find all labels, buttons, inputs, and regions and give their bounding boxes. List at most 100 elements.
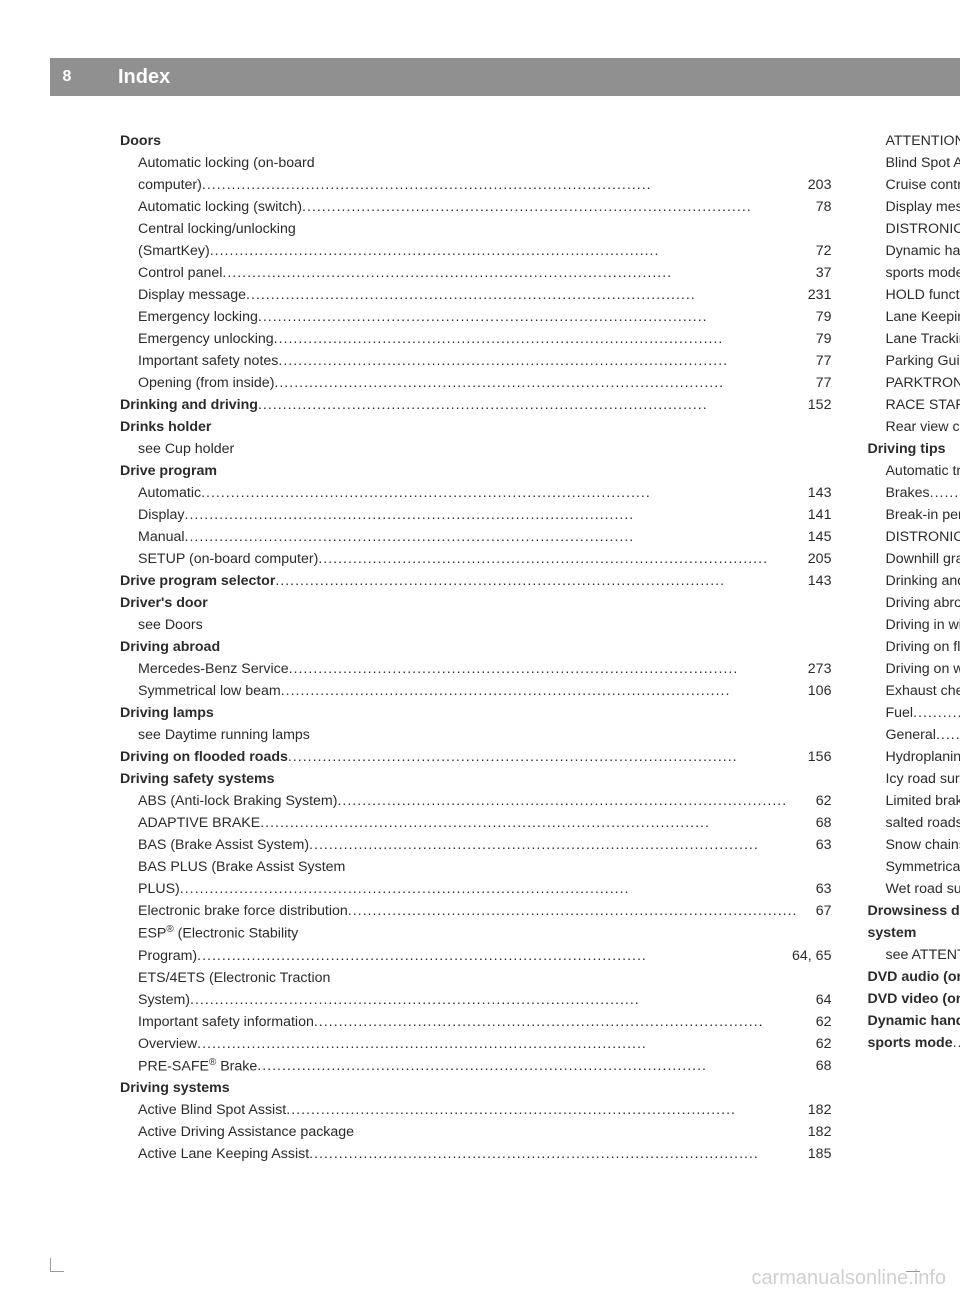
index-entry-label: Brakes xyxy=(885,482,929,504)
index-entry: DVD video (on-board computer)197 xyxy=(867,988,960,1010)
index-entry-label: Display message xyxy=(885,196,960,218)
index-entry-label: Break-in period xyxy=(885,504,960,526)
index-entry-page: 64 xyxy=(797,989,831,1011)
index-entry: BAS PLUS (Brake Assist System xyxy=(120,856,831,878)
index-entry: Blind Spot Assist178 xyxy=(867,152,960,174)
index-column-right: ATTENTION ASSIST177Blind Spot Assist178C… xyxy=(867,130,960,1165)
index-entry: Wet road surface155 xyxy=(867,878,960,900)
leader-dots xyxy=(913,702,960,724)
leader-dots xyxy=(260,812,797,834)
index-entry-page: 68 xyxy=(797,1055,831,1077)
index-entry-page: 78 xyxy=(797,196,831,218)
index-entry: see Doors xyxy=(120,614,831,636)
leader-dots xyxy=(274,372,797,394)
index-entry-page: 67 xyxy=(797,900,831,922)
index-entry: Overview62 xyxy=(120,1033,831,1055)
index-entry: Icy road surfaces157 xyxy=(867,768,960,790)
index-entry-label: Driving safety systems xyxy=(120,768,275,790)
index-entry: Dynamic handling package with xyxy=(867,240,960,262)
index-entry-continuation: Program)64, 65 xyxy=(120,945,831,967)
index-entry: Fuel152 xyxy=(867,702,960,724)
index-entry: Important safety notes 77 xyxy=(120,350,831,372)
index-entry: Parking Guidance174 xyxy=(867,350,960,372)
index-entry-label: Rear view camera xyxy=(885,416,960,438)
index-entry-label: Active Driving Assistance package xyxy=(138,1121,354,1143)
index-entry-page: 141 xyxy=(796,504,832,526)
index-entry-label: Automatic locking (switch) xyxy=(138,196,302,218)
index-entry-label: System) xyxy=(138,989,190,1011)
index-entry: Active Lane Keeping Assist185 xyxy=(120,1143,831,1165)
index-entry-label: Lane Tracking package xyxy=(885,328,960,350)
leader-dots xyxy=(222,262,797,284)
index-entry: Emergency locking79 xyxy=(120,306,831,328)
index-entry: see ATTENTION ASSIST xyxy=(867,944,960,966)
leader-dots xyxy=(348,900,798,922)
index-entry-label: SETUP (on-board computer) xyxy=(138,548,318,570)
leader-dots xyxy=(197,945,780,967)
index-entry: Driving on flooded roads156 xyxy=(120,746,831,768)
index-entry: Driving lamps xyxy=(120,702,831,724)
index-columns: DoorsAutomatic locking (on-boardcomputer… xyxy=(120,130,900,1165)
index-entry: Snow chains303 xyxy=(867,834,960,856)
index-entry-page: 106 xyxy=(796,680,832,702)
index-entry-page: 79 xyxy=(797,306,831,328)
leader-dots xyxy=(930,482,960,504)
index-entry-label: Driving systems xyxy=(120,1077,230,1099)
index-entry-page: 62 xyxy=(797,1011,831,1033)
index-entry-label: Driving on wet roads xyxy=(885,658,960,680)
index-entry: Doors xyxy=(120,130,831,152)
index-entry-label: ESP® (Electronic Stability xyxy=(138,922,298,945)
index-entry: Automatic143 xyxy=(120,482,831,504)
index-entry-label: Drive program selector xyxy=(120,570,275,592)
index-entry: Driving in winter157 xyxy=(867,614,960,636)
index-entry-continuation: System) 64 xyxy=(120,989,831,1011)
index-entry: Dynamic handling package with xyxy=(867,1010,960,1032)
leader-dots xyxy=(180,878,798,900)
index-entry: ADAPTIVE BRAKE68 xyxy=(120,812,831,834)
index-entry: Driving tips xyxy=(867,438,960,460)
page-number: 8 xyxy=(63,68,72,86)
leader-dots xyxy=(281,680,796,702)
index-entry-label: BAS (Brake Assist System) xyxy=(138,834,309,856)
index-entry-page: 79 xyxy=(797,328,831,350)
index-entry-label: Active Blind Spot Assist xyxy=(138,1099,286,1121)
index-entry: Display message231 xyxy=(120,284,831,306)
index-entry-label: Important safety information xyxy=(138,1011,314,1033)
index-entry: Hydroplaning156 xyxy=(867,746,960,768)
index-entry: Downhill gradient154 xyxy=(867,548,960,570)
index-entry-label: DISTRONIC PLUS xyxy=(885,218,960,240)
index-entry: see Daytime running lamps xyxy=(120,724,831,746)
index-entry: Control panel37 xyxy=(120,262,831,284)
index-entry-label: see Cup holder xyxy=(138,438,234,460)
index-entry-page: 62 xyxy=(797,790,831,812)
index-entry-page: 37 xyxy=(797,262,831,284)
index-entry-page: 68 xyxy=(797,812,831,834)
index-entry-page: 185 xyxy=(796,1143,832,1165)
leader-dots xyxy=(309,1143,796,1165)
index-entry-label: PARKTRONIC xyxy=(885,372,960,394)
index-entry-label: Dynamic handling package with xyxy=(885,240,960,262)
leader-dots xyxy=(190,989,797,1011)
index-entry-page: 77 xyxy=(797,350,831,372)
index-entry-continuation: salted roads155 xyxy=(867,812,960,834)
leader-dots xyxy=(210,240,798,262)
index-entry-label: Driving on flooded roads xyxy=(120,746,288,768)
leader-dots xyxy=(936,724,960,746)
index-entry: Automatic locking (on-board xyxy=(120,152,831,174)
leader-dots xyxy=(302,196,797,218)
index-entry: Rear view camera177 xyxy=(867,416,960,438)
index-entry: PARKTRONIC171 xyxy=(867,372,960,394)
index-column-left: DoorsAutomatic locking (on-boardcomputer… xyxy=(120,130,831,1165)
index-entry-label: Lane Keeping Assist xyxy=(885,306,960,328)
index-entry-label: Important safety notes xyxy=(138,350,278,372)
index-entry: PRE-SAFE® Brake68 xyxy=(120,1055,831,1078)
leader-dots xyxy=(953,1032,960,1054)
index-entry-page: 143 xyxy=(796,570,832,592)
page-number-tab: 8 xyxy=(50,58,84,96)
index-entry-page: 231 xyxy=(796,284,832,306)
page-title: Index xyxy=(118,66,170,89)
index-entry: General152 xyxy=(867,724,960,746)
leader-dots xyxy=(318,548,795,570)
index-entry-label: Fuel xyxy=(885,702,913,724)
index-entry-continuation: sports mode167 xyxy=(867,262,960,284)
